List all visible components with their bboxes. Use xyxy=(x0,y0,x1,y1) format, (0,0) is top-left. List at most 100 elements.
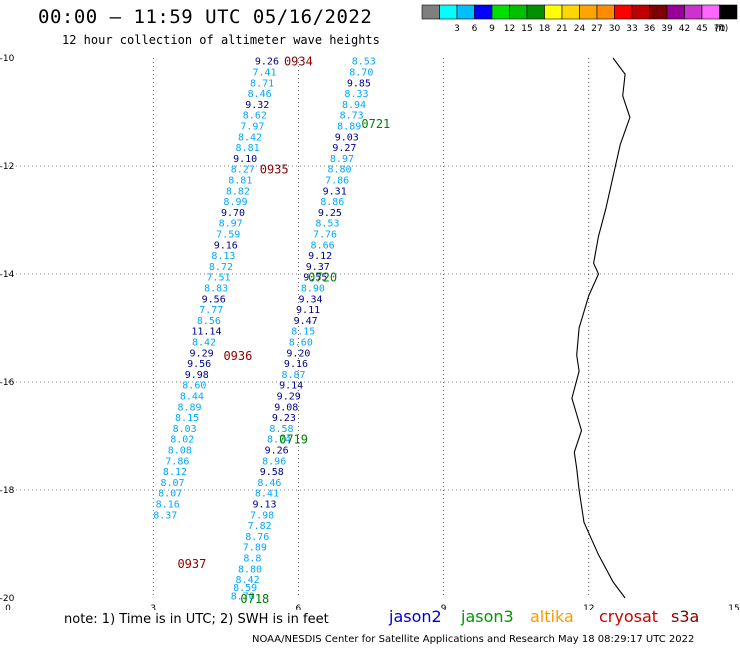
wave-height-value: 8.74 xyxy=(267,435,291,446)
track-pass-0721-0718: 8.538.709.858.338.948.738.899.039.278.97… xyxy=(231,57,376,603)
pass-time-label: 0935 xyxy=(260,163,289,177)
wave-height-value: 7.77 xyxy=(199,305,223,316)
wave-height-value: 8.70 xyxy=(349,68,373,79)
wave-height-value: 8.53 xyxy=(315,219,339,230)
wave-height-value: 8.15 xyxy=(291,327,315,338)
pass-time-label: 0720 xyxy=(308,271,337,285)
wave-height-value: 9.27 xyxy=(332,143,356,154)
wave-height-value: 8.02 xyxy=(170,435,194,446)
color-legend: 3 6 9 12 15 18 21 24 27 30 33 36 39 42 45 70(ft) xyxy=(421,4,738,34)
wave-height-value: 8.71 xyxy=(250,78,274,89)
wave-height-value: 8.60 xyxy=(289,338,313,349)
wave-height-value: 8.56 xyxy=(197,316,221,327)
x-tick-label: 0 xyxy=(5,604,11,610)
legend-tick-label: 9 xyxy=(489,24,495,34)
y-tick-label: -16 xyxy=(0,378,15,388)
wave-height-value: 8.07 xyxy=(158,489,182,500)
wave-height-value: 7.41 xyxy=(252,68,276,79)
wave-height-value: 8.13 xyxy=(211,251,235,262)
wave-height-value: 9.32 xyxy=(245,100,269,111)
wave-height-value: 9.26 xyxy=(255,57,279,68)
legend-jason3: jason3 xyxy=(461,607,514,626)
wave-height-value: 7.82 xyxy=(248,521,272,532)
wave-height-value: 8.81 xyxy=(236,143,260,154)
wave-height-value: 9.58 xyxy=(260,467,284,478)
wave-height-value: 8.62 xyxy=(243,111,267,122)
legend-tick-label: 33 xyxy=(626,24,637,34)
wave-height-value: 9.23 xyxy=(272,413,296,424)
wave-height-value: 8.58 xyxy=(269,424,293,435)
legend-tick-label: 45 xyxy=(696,24,707,34)
wave-height-value: 9.10 xyxy=(233,154,257,165)
wave-height-value: 9.56 xyxy=(187,359,211,370)
legend-tick-label: 12 xyxy=(504,24,515,34)
wave-height-value: 9.70 xyxy=(221,208,245,219)
wave-height-value: 8.08 xyxy=(168,446,192,457)
wave-height-map: 0 3 6 9 12 15-10-12-14-16-18-209.267.418.718.… xyxy=(0,54,740,610)
pass-time-label: 0719 xyxy=(279,433,308,447)
legend-tick-label: 18 xyxy=(539,24,551,34)
y-tick-label: -20 xyxy=(0,594,15,604)
x-tick-label: 6 xyxy=(296,604,302,610)
wave-height-value: 8.66 xyxy=(311,240,335,251)
wave-height-value: 7.86 xyxy=(325,176,349,187)
wave-height-value: 8.81 xyxy=(228,176,252,187)
legend-tick-label: 27 xyxy=(591,24,602,34)
wave-height-value: 8.33 xyxy=(344,89,368,100)
wave-height-value: 9.37 xyxy=(306,262,330,273)
wave-height-value: 8.41 xyxy=(255,489,279,500)
pass-time-label: 0934 xyxy=(284,55,313,69)
wave-height-value: 9.14 xyxy=(279,381,303,392)
wave-height-value: 8.87 xyxy=(282,370,306,381)
wave-height-value: 8.97 xyxy=(330,154,354,165)
wave-height-value: 9.29 xyxy=(277,392,301,403)
wave-height-value: 9.16 xyxy=(214,240,238,251)
wave-height-value: 8.86 xyxy=(320,197,344,208)
legend-tick-label: 15 xyxy=(521,24,532,34)
wave-height-value: 8.16 xyxy=(156,500,180,511)
wave-height-value: 8.37 xyxy=(153,510,177,521)
wave-height-value: 8.94 xyxy=(342,100,366,111)
x-tick-label: 12 xyxy=(583,604,594,610)
legend-tick-label: 6 xyxy=(472,24,478,34)
wave-height-value: 9.20 xyxy=(286,348,310,359)
pass-time-label: 0718 xyxy=(240,592,269,606)
wave-height-value: 8.73 xyxy=(340,111,364,122)
wave-height-value: 7.89 xyxy=(243,543,267,554)
wave-height-value: 8.96 xyxy=(262,456,286,467)
y-tick-label: -18 xyxy=(0,486,15,496)
wave-height-value: 9.55 xyxy=(303,273,327,284)
pass-time-label: 0936 xyxy=(223,349,252,363)
grid-lines xyxy=(8,58,734,598)
wave-height-value: 8.42 xyxy=(236,575,260,586)
wave-height-value: 8.99 xyxy=(223,197,247,208)
wave-height-value: 8.97 xyxy=(219,219,243,230)
wave-height-value: 9.47 xyxy=(294,316,318,327)
wave-height-value: 9.16 xyxy=(284,359,308,370)
wave-height-value: 7.59 xyxy=(216,230,240,241)
legend-swatch xyxy=(719,4,738,20)
legend-tick-label: 39 xyxy=(661,24,673,34)
note-text: note: 1) Time is in UTC; 2) SWH is in fe… xyxy=(64,612,329,627)
wave-height-value: 8.15 xyxy=(175,413,199,424)
wave-height-value: 8.59 xyxy=(233,583,257,594)
legend-altika: altika xyxy=(530,607,574,626)
legend-cryosat: cryosat xyxy=(599,607,659,626)
wave-height-value: 8.27 xyxy=(231,165,255,176)
legend-tick-label: 3 xyxy=(454,24,460,34)
x-tick-label: 15 xyxy=(728,604,739,610)
wave-height-value: 8.89 xyxy=(177,402,201,413)
wave-height-value: 8.46 xyxy=(257,478,281,489)
legend-tick-label: 70 xyxy=(714,24,726,34)
wave-height-value: 9.85 xyxy=(347,78,371,89)
pass-time-label: 0721 xyxy=(361,117,390,131)
wave-height-value: 8.82 xyxy=(226,186,250,197)
wave-height-value: 8.46 xyxy=(248,89,272,100)
wave-height-value: 9.25 xyxy=(318,208,342,219)
wave-height-value: 8.03 xyxy=(173,424,197,435)
wave-height-value: 9.11 xyxy=(296,305,320,316)
x-tick-label: 9 xyxy=(441,604,447,610)
wave-height-value: 8.83 xyxy=(204,284,228,295)
wave-height-value: 7.98 xyxy=(250,510,274,521)
y-tick-label: -14 xyxy=(0,270,15,280)
